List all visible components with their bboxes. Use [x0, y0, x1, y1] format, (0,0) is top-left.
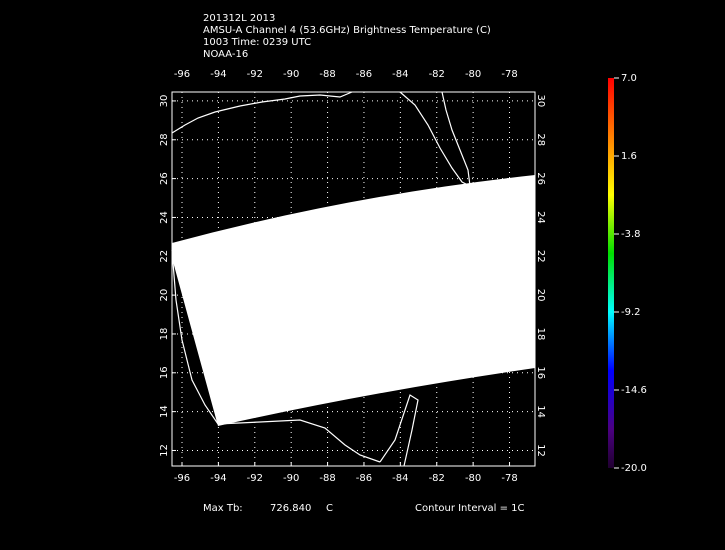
x-tick-label: -86	[356, 473, 372, 484]
y-tick-label: 14	[159, 405, 170, 418]
map-area	[171, 91, 536, 467]
x-tick-label: -92	[247, 69, 263, 80]
title-line: 1003 Time: 0239 UTC	[203, 37, 311, 48]
x-tick-label: -90	[283, 69, 299, 80]
x-tick-label: -94	[210, 69, 226, 80]
y-tick-label: 26	[535, 172, 546, 185]
colorbar-label: 1.6	[621, 151, 637, 162]
colorbar-label: 7.0	[621, 73, 637, 84]
y-tick-label: 16	[159, 366, 170, 379]
satellite-swath	[172, 175, 535, 426]
y-tick-label: 28	[535, 133, 546, 146]
coastline	[171, 91, 353, 134]
coastline	[399, 91, 471, 188]
y-tick-label: 26	[159, 172, 170, 185]
y-tick-label: 24	[159, 211, 170, 224]
y-tick-label: 28	[159, 133, 170, 146]
y-tick-label: 30	[159, 95, 170, 108]
x-tick-label: -82	[429, 69, 445, 80]
x-tick-label: -88	[319, 473, 335, 484]
y-tick-label: 20	[535, 289, 546, 302]
x-tick-label: -92	[247, 473, 263, 484]
x-tick-label: -84	[392, 69, 408, 80]
footer-label: Max Tb:	[203, 503, 243, 514]
colorbar	[608, 78, 614, 468]
colorbar-label: -20.0	[621, 463, 647, 474]
footer-contour: Contour Interval = 1C	[415, 503, 525, 514]
y-tick-label: 22	[159, 250, 170, 263]
x-tick-label: -80	[465, 473, 481, 484]
coastline	[379, 394, 419, 467]
x-tick-label: -82	[429, 473, 445, 484]
map-frame	[171, 91, 536, 467]
x-tick-label: -86	[356, 69, 372, 80]
x-tick-label: -96	[174, 473, 190, 484]
y-tick-label: 18	[535, 328, 546, 341]
y-tick-label: 30	[535, 95, 546, 108]
y-tick-label: 24	[535, 211, 546, 224]
y-tick-label: 12	[535, 444, 546, 457]
y-tick-label: 20	[159, 289, 170, 302]
y-tick-label: 14	[535, 405, 546, 418]
colorbar-label: -3.8	[621, 229, 641, 240]
x-tick-label: -78	[501, 473, 517, 484]
x-tick-label: -80	[465, 69, 481, 80]
y-tick-label: 22	[535, 250, 546, 263]
colorbar-label: -9.2	[621, 307, 641, 318]
title-line: AMSU-A Channel 4 (53.6GHz) Brightness Te…	[203, 25, 491, 36]
y-tick-label: 18	[159, 328, 170, 341]
title-line: NOAA-16	[203, 49, 248, 60]
x-tick-label: -88	[319, 69, 335, 80]
y-tick-label: 16	[535, 366, 546, 379]
footer-unit: C	[326, 503, 333, 514]
x-tick-label: -90	[283, 473, 299, 484]
x-tick-label: -84	[392, 473, 408, 484]
y-tick-label: 12	[159, 444, 170, 457]
coastline	[171, 249, 381, 463]
colorbar-label: -14.6	[621, 385, 647, 396]
footer-value: 726.840	[270, 503, 311, 514]
x-tick-label: -78	[501, 69, 517, 80]
x-tick-label: -96	[174, 69, 190, 80]
title-line: 201312L 2013	[203, 13, 275, 24]
x-tick-label: -94	[210, 473, 226, 484]
